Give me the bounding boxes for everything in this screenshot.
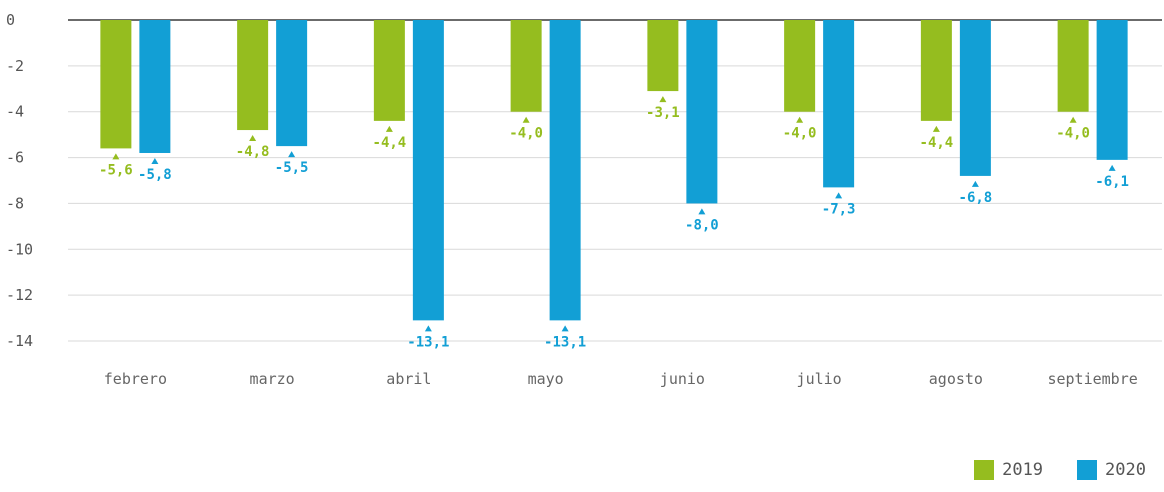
bar-2020-julio xyxy=(823,20,855,188)
data-label: -5,8 xyxy=(138,167,172,183)
data-label: -4,0 xyxy=(1056,126,1090,142)
bar-2019-marzo xyxy=(237,20,269,131)
legend-label-2020: 2020 xyxy=(1105,460,1146,480)
data-label: -3,1 xyxy=(646,105,680,121)
x-axis-categories: febrero marzo abril mayo junio julio agosto sep… xyxy=(104,370,1138,388)
bar-2020-septiembre xyxy=(1096,20,1128,160)
data-label: -8,0 xyxy=(685,217,719,233)
data-label-marker xyxy=(151,157,159,164)
data-label-marker xyxy=(796,116,804,123)
data-label: -13,1 xyxy=(544,334,586,350)
legend: 2019 2020 xyxy=(974,460,1146,480)
data-label-marker xyxy=(1069,116,1077,123)
y-axis-ticks: 0 -2 -4 -6 -8 -10 -12 -14 xyxy=(6,11,33,350)
bar-2019-septiembre xyxy=(1057,20,1089,112)
x-category-label: abril xyxy=(386,370,431,388)
data-label-marker xyxy=(288,151,296,158)
bar-2020-agosto xyxy=(959,20,991,176)
bar-2020-marzo xyxy=(276,20,308,147)
legend-item-2020: 2020 xyxy=(1077,460,1146,480)
data-label: -13,1 xyxy=(407,334,449,350)
bar-2019-abril xyxy=(373,20,405,121)
data-label-marker xyxy=(561,325,569,332)
bar-2020-junio xyxy=(686,20,718,204)
data-label: -4,0 xyxy=(783,126,817,142)
y-tick-label: -2 xyxy=(6,57,24,75)
data-label: -5,6 xyxy=(99,162,133,178)
bar-2019-agosto xyxy=(920,20,952,121)
y-tick-label: -14 xyxy=(6,332,33,350)
bar-2019-febrero xyxy=(100,20,132,149)
y-tick-label: -8 xyxy=(6,194,24,212)
legend-label-2019: 2019 xyxy=(1002,460,1044,480)
data-label-marker xyxy=(1108,164,1116,171)
legend-swatch-2020 xyxy=(1077,460,1098,480)
bar-2019-julio xyxy=(784,20,816,112)
y-tick-label: -12 xyxy=(6,286,33,304)
data-label-marker xyxy=(971,180,979,187)
data-label-marker xyxy=(249,135,257,142)
data-label-marker xyxy=(385,125,393,132)
data-label: -4,4 xyxy=(373,135,407,151)
data-label: -7,3 xyxy=(822,201,856,217)
bars: -5,6 -5,8 -4,8 -5,5 -4,4 -13,1 -4,0 -13,1 -3,1 -8… xyxy=(99,20,1129,350)
bar-2020-mayo xyxy=(549,20,581,321)
data-label-marker xyxy=(659,96,667,103)
y-tick-label: -4 xyxy=(6,103,24,121)
bar-chart: 0-2-4-6-8-10-12-14 -5,6 -5,8-4,8-5,5-4,4-… xyxy=(6,11,1162,388)
data-label: -4,0 xyxy=(509,126,543,142)
y-tick-label: 0 xyxy=(6,11,15,29)
data-label: -5,5 xyxy=(275,160,309,176)
data-label-marker xyxy=(698,208,706,215)
x-category-label: marzo xyxy=(250,370,295,388)
data-label-marker xyxy=(932,125,940,132)
legend-swatch-2019 xyxy=(974,460,995,480)
data-label-marker xyxy=(424,325,432,332)
data-label: -4,8 xyxy=(236,144,270,160)
data-label-marker xyxy=(522,116,530,123)
gridlines xyxy=(68,19,1162,342)
bar-2019-mayo xyxy=(510,20,542,112)
x-category-label: junio xyxy=(660,370,705,388)
legend-item-2019: 2019 xyxy=(974,460,1043,480)
data-label: -6,8 xyxy=(959,190,993,206)
bar-2019-junio xyxy=(647,20,679,92)
data-label: -6,1 xyxy=(1095,174,1129,190)
x-category-label: febrero xyxy=(104,370,167,388)
bar-2020-febrero xyxy=(139,20,171,153)
data-label: -4,4 xyxy=(920,135,954,151)
x-category-label: agosto xyxy=(929,370,983,388)
bar-2020-abril xyxy=(412,20,444,321)
x-category-label: septiembre xyxy=(1047,370,1137,388)
data-label-marker xyxy=(112,153,120,160)
x-category-label: julio xyxy=(797,370,842,388)
y-tick-label: -10 xyxy=(6,240,33,258)
x-category-label: mayo xyxy=(528,370,564,388)
y-tick-label: -6 xyxy=(6,149,24,167)
data-label-marker xyxy=(835,192,843,199)
